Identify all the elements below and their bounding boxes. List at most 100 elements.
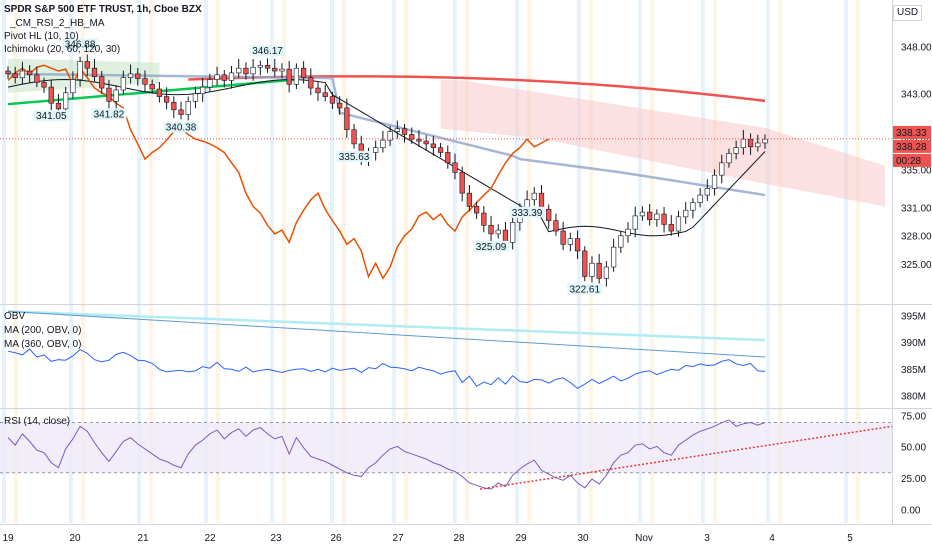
candle-body (675, 216, 682, 232)
candle-body (84, 61, 90, 69)
pivot-label-bg (33, 110, 69, 122)
candle-body (48, 86, 54, 104)
obv-tick-label: 390M (901, 338, 926, 349)
rsi-trendline (479, 425, 893, 490)
candle-body (567, 238, 573, 245)
session-band (137, 0, 141, 523)
pivot-label: 341.82 (94, 109, 125, 120)
session-band (282, 0, 286, 523)
candle-body (618, 235, 624, 248)
session-band (778, 0, 782, 523)
pivot-label: 346.88 (65, 40, 96, 51)
candle-body (423, 140, 429, 145)
session-band (342, 0, 346, 523)
candle-body (639, 211, 646, 217)
rsi-title[interactable]: RSI (14, close) (4, 416, 71, 427)
candle-body (704, 188, 710, 196)
candle-body (697, 194, 703, 203)
candle-body (171, 101, 177, 111)
candle-body (726, 153, 732, 164)
ichimoku-conversion-line (7, 79, 766, 237)
price-badge (893, 153, 931, 167)
candle-body (106, 87, 112, 102)
candle-body (272, 67, 278, 72)
obv-panel (7, 310, 766, 390)
indicator-ichimoku[interactable]: Ichimoku (20, 60, 120, 30) (4, 44, 121, 55)
pivot-label: 341.05 (36, 111, 67, 122)
session-band (713, 0, 717, 523)
candle-body (257, 65, 263, 68)
session-band (453, 0, 457, 523)
time-tick-label: 4 (769, 533, 775, 544)
candle-body (264, 65, 271, 69)
session-band (589, 0, 593, 523)
session-band (2, 0, 6, 523)
candle-body (156, 88, 163, 97)
obv-tick-label: 385M (901, 365, 926, 376)
time-tick-label: 27 (392, 533, 404, 544)
pivot-label-bg (336, 150, 372, 162)
candle-body (308, 77, 314, 89)
ichimoku-base-line (7, 72, 766, 197)
candle-body (488, 225, 494, 235)
time-tick-label: 23 (270, 533, 282, 544)
pivot-label: 346.17 (252, 46, 283, 57)
candle-body (279, 68, 285, 72)
candle-body (19, 70, 26, 78)
time-tick-label: 5 (847, 533, 853, 544)
session-band (216, 0, 220, 523)
candle-body (337, 102, 343, 109)
session-band (577, 0, 581, 523)
candle-body (740, 138, 746, 149)
candle-body (142, 78, 148, 85)
symbol-title[interactable]: SPDR S&P 500 ETF TRUST, 1h, Cboe BZX (4, 4, 202, 15)
price-badge (893, 139, 931, 153)
session-band (81, 0, 85, 523)
candle-body (113, 89, 119, 102)
candle-body (610, 246, 617, 268)
candle-body (762, 138, 768, 144)
candle-body (214, 74, 220, 80)
candle-body (221, 74, 227, 81)
candle-body (380, 139, 386, 149)
candle-body (250, 66, 256, 75)
obv-title[interactable]: OBV (4, 311, 26, 322)
candle-body (603, 266, 610, 279)
candle-body (286, 68, 292, 85)
pivot-label: 335.63 (339, 152, 370, 163)
ichimoku-lagging-span (7, 64, 550, 280)
session-band (69, 0, 73, 523)
obv-line (7, 348, 766, 390)
price-badge-label: 338.28 (896, 142, 927, 153)
candle-body (91, 67, 98, 77)
price-tick-label: 335.00 (901, 165, 932, 176)
candle-body (344, 107, 350, 131)
time-tick-label: Nov (635, 533, 653, 544)
candle-body (430, 143, 436, 149)
candle-body (625, 228, 631, 237)
candle-body (647, 211, 653, 220)
pivot-label: 322.61 (569, 284, 600, 295)
obv-ma-200 (7, 310, 766, 358)
session-band (638, 0, 642, 523)
candle-body (12, 73, 18, 78)
price-tick-label: 328.00 (901, 232, 932, 243)
axes: 325.00328.00331.00335.00338.00343.00348.… (2, 42, 932, 544)
obv-ma2-title[interactable]: MA (360, OBV, 0) (4, 339, 82, 350)
candle-body (127, 73, 134, 78)
candle-body (34, 74, 40, 83)
currency-label[interactable]: USD (893, 5, 923, 21)
time-tick-label: 19 (2, 533, 14, 544)
rsi-tick-label: 75.00 (901, 411, 926, 422)
candle-body (236, 67, 242, 74)
candle-body (77, 61, 83, 80)
obv-ma1-title[interactable]: MA (200, OBV, 0) (4, 325, 82, 336)
session-band (701, 0, 705, 523)
candle-body (228, 72, 235, 81)
indicator-pivot-hl[interactable]: Pivot HL (10, 10) (4, 31, 79, 42)
time-tick-label: 29 (515, 533, 527, 544)
indicator-rsi-hb-ma[interactable]: _CM_RSI_2_HB_MA (10, 18, 105, 29)
candle-body (452, 162, 458, 173)
candle-body (459, 172, 465, 194)
price-tick-label: 331.00 (901, 203, 932, 214)
